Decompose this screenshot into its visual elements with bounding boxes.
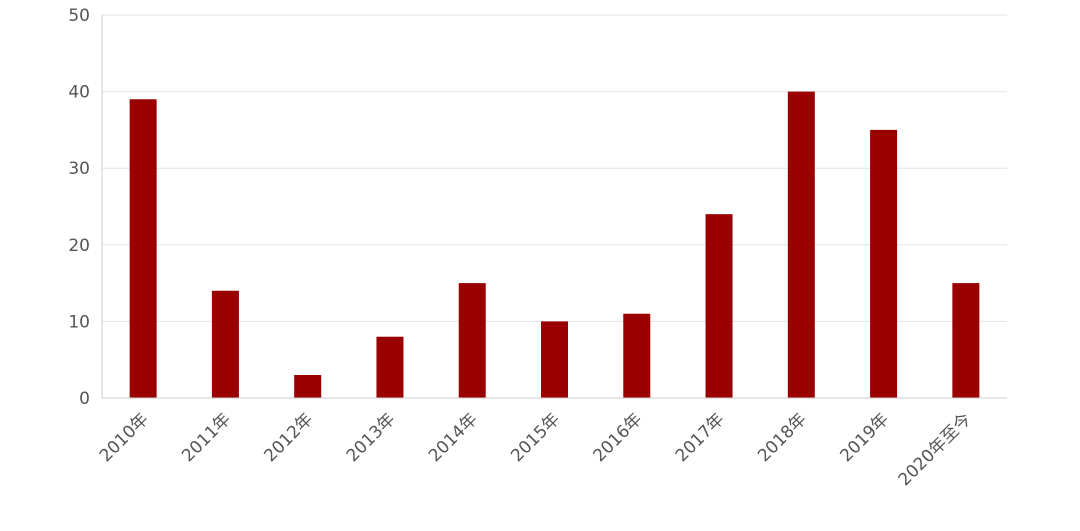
x-tick-label: 2018年 [754, 409, 811, 466]
y-tick-label: 30 [68, 159, 90, 179]
y-tick-label: 50 [68, 6, 90, 26]
bar-10 [952, 283, 980, 398]
x-tick-label: 2011年 [178, 409, 235, 466]
x-tick-label: 2010年 [96, 409, 153, 466]
bar-7 [705, 214, 733, 398]
bar-3 [376, 336, 404, 398]
axes [101, 15, 1007, 399]
x-tick-label: 2016年 [590, 409, 647, 466]
x-tick-label: 2014年 [425, 409, 482, 466]
bar-0 [129, 99, 157, 398]
y-tick-label: 40 [68, 83, 90, 103]
bar-6 [623, 313, 651, 398]
y-tick-label: 10 [68, 312, 90, 332]
bar-9 [870, 129, 898, 398]
x-tick-label: 2015年 [507, 409, 564, 466]
x-tick-label: 2012年 [260, 409, 317, 466]
bar-1 [211, 290, 239, 398]
bar-8 [787, 91, 815, 398]
x-tick-label: 2013年 [343, 409, 400, 466]
grid-lines [102, 14, 1007, 322]
x-tick-label: 2019年 [836, 409, 893, 466]
y-tick-label: 20 [68, 236, 90, 256]
x-tick-label: 2017年 [672, 409, 729, 466]
x-tick-labels: 2010年 2011年 2012年 2013年 2014年 2015年 2016年 2017年… [96, 409, 975, 490]
x-tick-label: 2020年至今 [895, 409, 976, 490]
y-tick-label: 0 [79, 389, 90, 409]
y-tick-labels: 0 10 20 30 40 50 [68, 6, 90, 409]
bars [129, 91, 980, 398]
bar-2 [294, 375, 322, 398]
bar-4 [458, 283, 486, 398]
bar-5 [541, 321, 568, 398]
